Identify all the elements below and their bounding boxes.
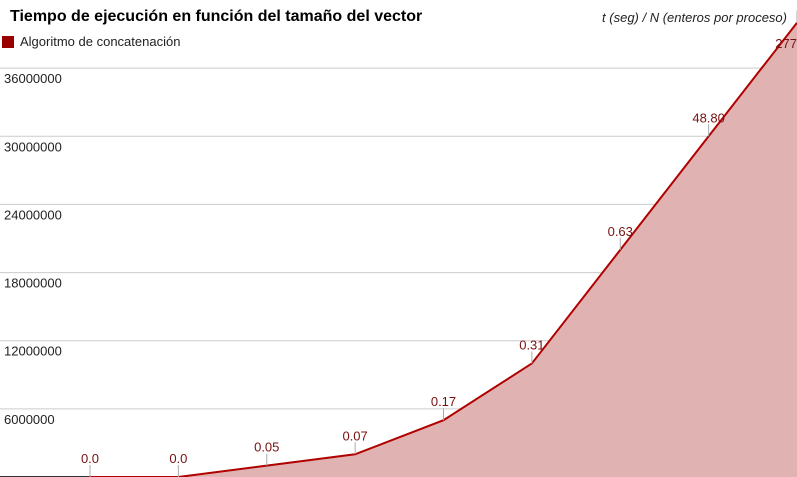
data-label: 0.0	[81, 451, 99, 466]
data-label: 277	[775, 36, 797, 51]
data-label: 0.63	[608, 224, 633, 239]
legend-swatch	[2, 35, 14, 48]
legend-label: Algoritmo de concatenación	[20, 34, 181, 49]
data-label: 0.05	[254, 440, 279, 455]
y-tick-label: 18000000	[4, 276, 62, 291]
data-label: 0.31	[519, 337, 544, 352]
axis-note: t (seg) / N (enteros por proceso)	[602, 10, 787, 25]
legend: Algoritmo de concatenación	[2, 34, 180, 49]
data-label: 0.17	[431, 394, 456, 409]
y-tick-label: 30000000	[4, 139, 62, 154]
data-label: 0.0	[169, 451, 187, 466]
chart-title: Tiempo de ejecución en función del tamañ…	[10, 8, 423, 25]
data-label: 0.07	[342, 428, 367, 443]
y-tick-label: 6000000	[4, 412, 55, 427]
y-tick-label: 24000000	[4, 207, 62, 222]
data-label: 48.80	[692, 110, 725, 125]
y-tick-label: 12000000	[4, 344, 62, 359]
series-area	[90, 22, 797, 477]
y-tick-label: 36000000	[4, 71, 62, 86]
